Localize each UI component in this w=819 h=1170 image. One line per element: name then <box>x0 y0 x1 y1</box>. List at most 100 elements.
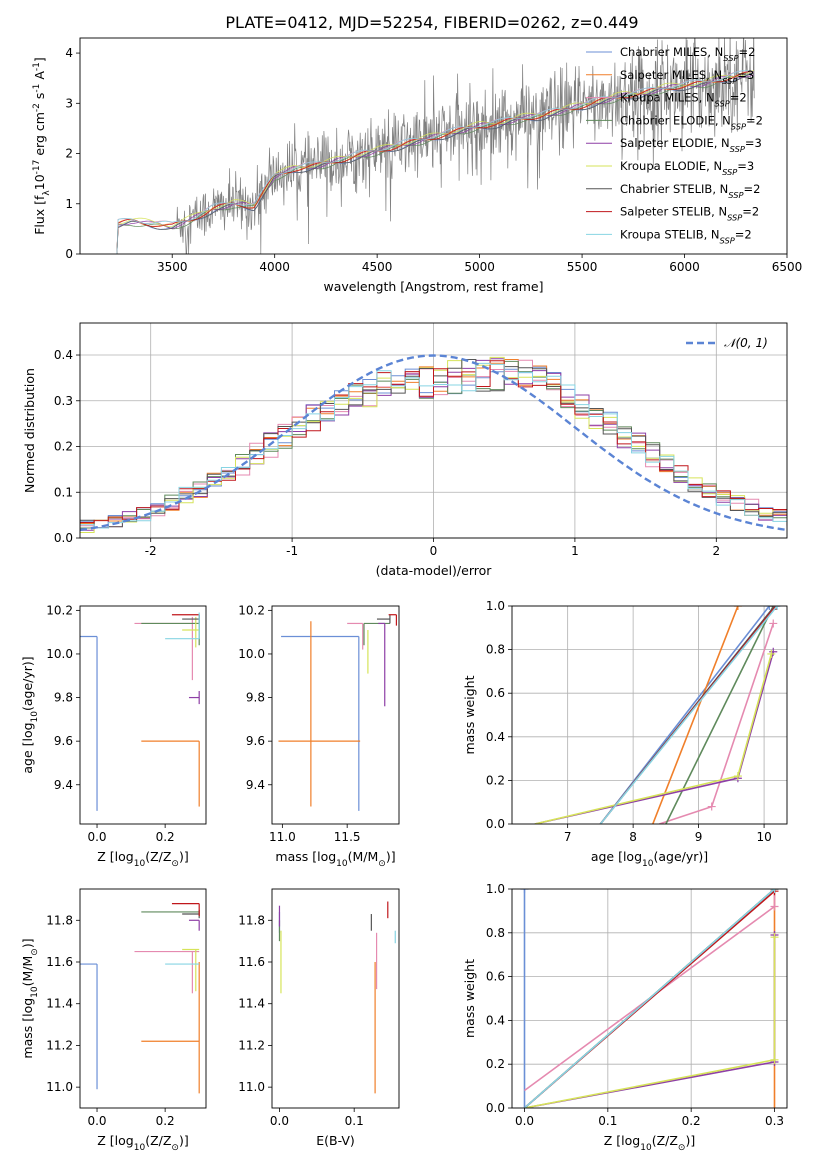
errorbar-point <box>165 612 200 640</box>
x-tick-label: 11.5 <box>334 830 361 844</box>
mass-vs-Z-ticks: 0.0 0.2 11.0 11.2 11.4 11.6 11.8 Z [log10(Z/Z⊙)… <box>20 888 207 1153</box>
residual-histogram-5 <box>80 356 787 533</box>
x-tick-label: 4500 <box>362 260 393 274</box>
errorbar-point <box>134 950 200 994</box>
x-tick-label: 0.0 <box>87 830 106 844</box>
legend-label: Salpeter STELIB, NSSP=2 <box>620 205 759 223</box>
curve-marker <box>707 802 716 811</box>
spectrum-plot <box>116 38 755 254</box>
x-tick-label: 0.1 <box>345 1114 364 1128</box>
cumulative-Z-frame <box>511 888 788 1109</box>
y-tick-label: 11.8 <box>238 913 265 927</box>
y-tick-label: 0.2 <box>486 773 505 787</box>
y-tick-label: 3 <box>65 96 73 110</box>
cumulative-curve-2 <box>659 623 775 824</box>
cumulative-curve-2 <box>524 889 776 1092</box>
y-tick-label: 1.0 <box>486 599 505 613</box>
cumulative-Z-plot <box>520 889 779 1108</box>
figure-title: PLATE=0412, MJD=52254, FIBERID=0262, z=0… <box>225 13 638 32</box>
observed-spectrum <box>175 38 755 254</box>
errorbar-point <box>347 622 364 650</box>
y-tick-label: 0 <box>65 247 73 261</box>
errorbar-point <box>281 635 360 811</box>
spectrum-frame <box>79 37 788 255</box>
residuals-plot <box>80 354 787 533</box>
x-axis-label: Z [log10(Z/Z⊙)] <box>97 1133 188 1153</box>
mass-vs-ebv-frame <box>271 888 400 1109</box>
y-tick-label: 0.0 <box>486 1101 505 1115</box>
errorbar-point <box>171 902 200 917</box>
x-tick-label: 5500 <box>567 260 598 274</box>
residual-histogram-3 <box>80 360 787 529</box>
residual-histogram-6 <box>80 359 787 529</box>
gaussian-curve <box>80 354 787 532</box>
y-tick-label: 0.2 <box>54 440 73 454</box>
errorbar-point <box>188 919 200 931</box>
y-tick-label: 1 <box>65 197 73 211</box>
y-tick-label: 0.8 <box>486 643 505 657</box>
x-tick-label: 3500 <box>157 260 188 274</box>
errorbar-point <box>141 962 200 1094</box>
y-tick-label: 11.8 <box>46 913 73 927</box>
x-axis-label: wavelength [Angstrom, rest frame] <box>323 279 543 294</box>
y-tick-label: 9.6 <box>54 734 73 748</box>
y-tick-label: 0.4 <box>54 348 73 362</box>
x-tick-label: 0.1 <box>598 1114 617 1128</box>
x-axis-label: age [log10(age/yr)] <box>591 849 708 869</box>
x-tick-label: 6500 <box>772 260 803 274</box>
y-tick-label: 10.0 <box>238 647 265 661</box>
x-tick-label: 8 <box>629 830 637 844</box>
y-tick-label: 0.4 <box>486 1013 505 1027</box>
x-tick-label: 6000 <box>669 260 700 274</box>
cumulative-curve-4 <box>524 935 776 1108</box>
y-tick-label: 11.6 <box>238 955 265 969</box>
x-tick-label: 9 <box>695 830 703 844</box>
curve-marker <box>770 902 779 911</box>
cumulative-curve-8 <box>523 889 776 1108</box>
errorbar-point <box>376 614 391 624</box>
residual-legend: 𝒩(0, 1) <box>686 336 768 350</box>
y-axis-label: mass [log10(M/M⊙)] <box>20 938 40 1058</box>
errorbar-point <box>182 909 200 919</box>
errorbar-point <box>182 616 200 648</box>
y-tick-label: 4 <box>65 46 73 60</box>
residuals-ticks: -2 -1 0 1 2 0.0 0.1 0.2 0.3 0.4 (data-model)/error… <box>22 322 788 578</box>
errorbar-point <box>80 635 98 811</box>
y-tick-label: 0.6 <box>486 970 505 984</box>
y-tick-label: 10.2 <box>46 603 73 617</box>
curve-marker <box>770 1055 779 1064</box>
x-tick-label: -1 <box>286 544 298 558</box>
y-tick-label: 11.4 <box>46 997 73 1011</box>
x-tick-label: 2 <box>712 544 720 558</box>
x-tick-label: 0 <box>430 544 438 558</box>
x-axis-label: mass [log10(M/M⊙)] <box>275 849 395 869</box>
curve-marker <box>733 772 742 781</box>
errorbar-point <box>388 614 398 626</box>
cumulative-curve-3 <box>665 606 775 824</box>
y-axis-label: mass weight <box>462 675 477 754</box>
y-tick-label: 0.1 <box>54 485 73 499</box>
legend-label: Salpeter MILES, NSSP=3 <box>620 68 754 86</box>
curve-marker <box>770 889 779 893</box>
y-tick-label: 10.0 <box>46 647 73 661</box>
cumulative-curve-1 <box>652 606 739 824</box>
y-tick-label: 11.6 <box>46 955 73 969</box>
legend-label: 𝒩(0, 1) <box>724 336 768 350</box>
age-vs-Z-ticks: 0.0 0.2 9.4 9.6 9.8 10.0 10.2 Z [log10(Z/Z⊙)] ag… <box>20 603 207 869</box>
y-axis-label: mass weight <box>462 959 477 1038</box>
errorbar-point <box>134 616 200 681</box>
residual-histogram-8 <box>80 362 787 529</box>
x-axis-label: Z [log10(Z/Z⊙)] <box>97 849 188 869</box>
legend-label: Chabrier MILES, NSSP=2 <box>620 45 755 63</box>
errorbar-point <box>363 622 390 646</box>
y-tick-label: 9.4 <box>54 778 73 792</box>
x-axis-label: E(B-V) <box>316 1133 355 1148</box>
x-tick-label: 1 <box>571 544 579 558</box>
mass-vs-ebv-ticks: 0.0 0.1 11.0 11.2 11.4 11.6 11.8 E(B-V) <box>238 888 400 1148</box>
mass-vs-Z-plot <box>80 902 200 1094</box>
errorbar-point <box>188 691 200 705</box>
residual-histogram-4 <box>80 358 787 531</box>
y-tick-label: 9.8 <box>54 691 73 705</box>
curve-marker <box>520 889 529 893</box>
